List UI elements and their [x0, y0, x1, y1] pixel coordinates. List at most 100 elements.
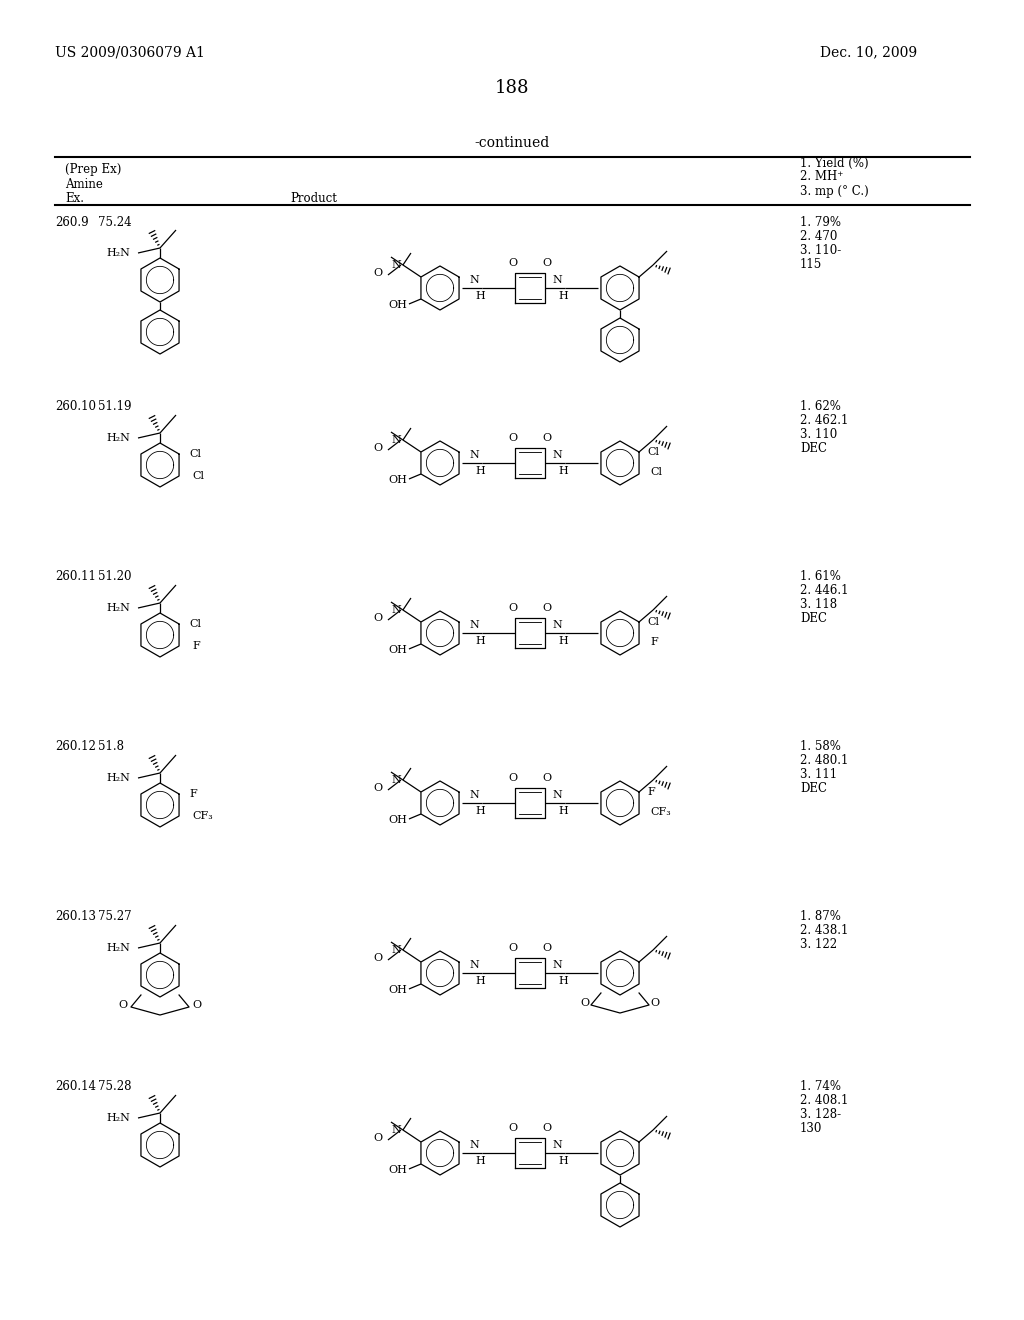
Text: N: N: [469, 620, 479, 630]
Text: H: H: [558, 1156, 568, 1166]
Text: O: O: [509, 1123, 517, 1133]
Text: 3. 111: 3. 111: [800, 768, 838, 781]
Text: O: O: [374, 444, 383, 453]
Text: O: O: [374, 953, 383, 964]
Text: OH: OH: [388, 814, 407, 825]
Text: N: N: [469, 275, 479, 285]
Text: 3. 110-: 3. 110-: [800, 243, 842, 256]
Text: O: O: [543, 433, 552, 444]
Text: 3. 122: 3. 122: [800, 939, 838, 952]
Text: O: O: [509, 433, 517, 444]
Text: Dec. 10, 2009: Dec. 10, 2009: [820, 45, 918, 59]
Text: 260.10: 260.10: [55, 400, 96, 413]
Text: 1. 87%: 1. 87%: [800, 911, 841, 924]
Text: N: N: [552, 450, 562, 459]
Text: H: H: [558, 807, 568, 816]
Text: -continued: -continued: [474, 136, 550, 150]
Text: CF₃: CF₃: [650, 807, 671, 817]
Text: N: N: [552, 1140, 562, 1150]
Text: Cl: Cl: [647, 616, 659, 627]
Text: OH: OH: [388, 645, 407, 655]
Text: O: O: [374, 612, 383, 623]
Text: O: O: [374, 1133, 383, 1143]
Text: 2. 470: 2. 470: [800, 230, 838, 243]
Text: O: O: [543, 774, 552, 783]
Text: 1. 58%: 1. 58%: [800, 741, 841, 754]
Text: N: N: [552, 275, 562, 285]
Text: 2. MH⁺: 2. MH⁺: [800, 170, 844, 183]
Text: N: N: [391, 1125, 401, 1135]
Text: H₂N: H₂N: [106, 603, 130, 612]
Text: 51.19: 51.19: [98, 400, 131, 413]
Text: DEC: DEC: [800, 612, 827, 626]
Text: N: N: [552, 620, 562, 630]
Text: H: H: [558, 466, 568, 477]
Text: 1. 74%: 1. 74%: [800, 1081, 841, 1093]
Text: O: O: [119, 1001, 128, 1010]
Text: O: O: [509, 257, 517, 268]
Text: O: O: [543, 1123, 552, 1133]
Text: 51.20: 51.20: [98, 570, 131, 583]
Text: 1. 62%: 1. 62%: [800, 400, 841, 413]
Text: 3. 110: 3. 110: [800, 429, 838, 441]
Text: N: N: [391, 436, 401, 445]
Text: O: O: [374, 268, 383, 279]
Text: H₂N: H₂N: [106, 1113, 130, 1123]
Text: H: H: [558, 636, 568, 645]
Text: 75.24: 75.24: [98, 215, 132, 228]
Text: O: O: [581, 998, 590, 1008]
Text: H: H: [475, 975, 485, 986]
Text: 3. 118: 3. 118: [800, 598, 838, 611]
Text: F: F: [189, 789, 197, 799]
Text: (Prep Ex): (Prep Ex): [65, 162, 122, 176]
Text: N: N: [391, 605, 401, 615]
Text: F: F: [647, 787, 654, 797]
Text: H: H: [475, 807, 485, 816]
Text: Amine: Amine: [65, 177, 102, 190]
Text: Cl: Cl: [647, 447, 659, 457]
Text: 3. mp (° C.): 3. mp (° C.): [800, 185, 868, 198]
Text: H: H: [558, 975, 568, 986]
Text: N: N: [469, 960, 479, 970]
Text: 75.27: 75.27: [98, 911, 132, 924]
Text: 1. Yield (%): 1. Yield (%): [800, 157, 868, 169]
Text: N: N: [391, 945, 401, 954]
Text: H₂N: H₂N: [106, 248, 130, 257]
Text: 51.8: 51.8: [98, 741, 124, 754]
Text: 260.12: 260.12: [55, 741, 96, 754]
Text: H: H: [475, 636, 485, 645]
Text: N: N: [469, 789, 479, 800]
Text: CF₃: CF₃: [193, 810, 213, 821]
Text: F: F: [650, 636, 657, 647]
Text: Cl: Cl: [189, 619, 201, 630]
Text: O: O: [509, 603, 517, 612]
Text: 260.11: 260.11: [55, 570, 96, 583]
Text: 2. 462.1: 2. 462.1: [800, 414, 848, 428]
Text: O: O: [374, 783, 383, 793]
Text: H: H: [475, 466, 485, 477]
Text: N: N: [469, 450, 479, 459]
Text: OH: OH: [388, 475, 407, 484]
Text: 115: 115: [800, 257, 822, 271]
Text: 2. 480.1: 2. 480.1: [800, 755, 848, 767]
Text: N: N: [552, 960, 562, 970]
Text: 130: 130: [800, 1122, 822, 1135]
Text: H: H: [475, 1156, 485, 1166]
Text: 2. 408.1: 2. 408.1: [800, 1094, 848, 1107]
Text: DEC: DEC: [800, 442, 827, 455]
Text: 188: 188: [495, 79, 529, 96]
Text: H₂N: H₂N: [106, 942, 130, 953]
Text: O: O: [543, 257, 552, 268]
Text: Ex.: Ex.: [65, 193, 84, 206]
Text: US 2009/0306079 A1: US 2009/0306079 A1: [55, 45, 205, 59]
Text: 260.13: 260.13: [55, 911, 96, 924]
Text: Cl: Cl: [193, 471, 204, 480]
Text: OH: OH: [388, 985, 407, 995]
Text: 3. 128-: 3. 128-: [800, 1109, 841, 1122]
Text: O: O: [509, 942, 517, 953]
Text: OH: OH: [388, 1166, 407, 1175]
Text: H₂N: H₂N: [106, 774, 130, 783]
Text: 1. 61%: 1. 61%: [800, 570, 841, 583]
Text: Cl: Cl: [189, 449, 201, 459]
Text: Cl: Cl: [650, 467, 662, 477]
